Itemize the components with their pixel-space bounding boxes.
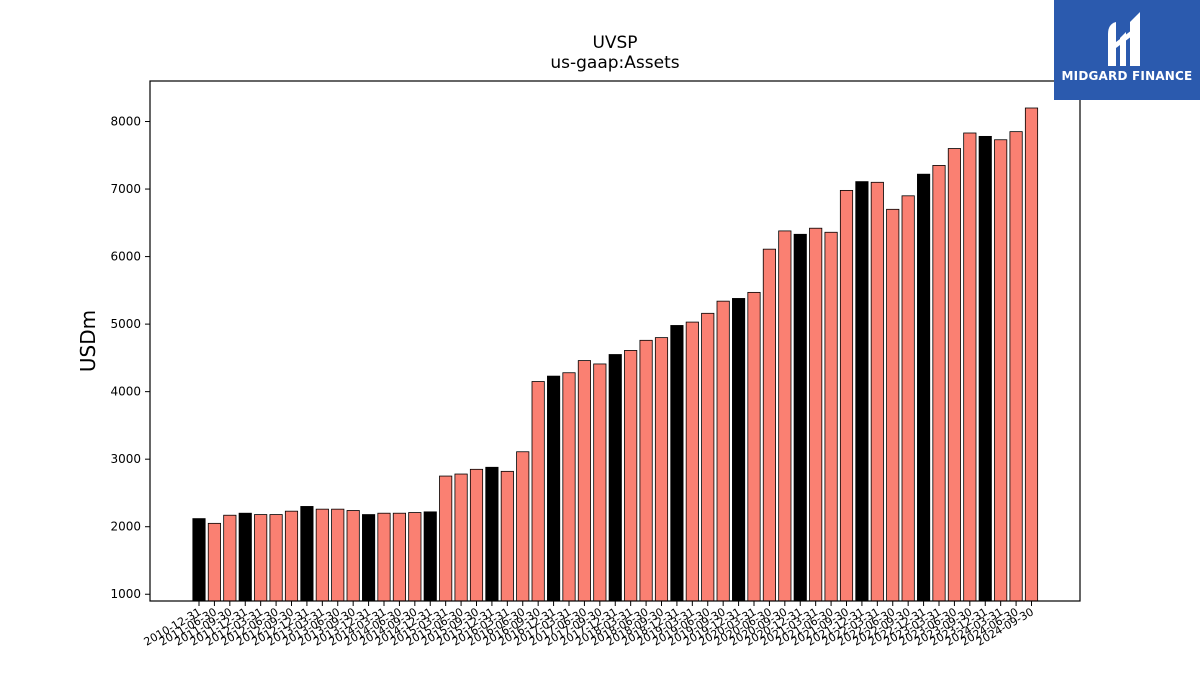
brand-name: MIDGARD FINANCE	[1061, 69, 1193, 83]
bar-2015-12-31	[485, 466, 499, 602]
bar-2022-09-30	[901, 195, 915, 602]
bar-2016-12-31	[547, 375, 561, 602]
bar-2010-12-31	[192, 518, 206, 602]
bar-2012-03-31	[254, 514, 268, 602]
plot-frame	[149, 80, 1081, 602]
chart-subtitle: us-gaap:Assets	[550, 53, 679, 73]
bar-2015-09-30	[469, 468, 484, 602]
y-tick-label: 8000	[110, 115, 141, 129]
bar-2016-06-30	[516, 451, 530, 602]
bar-2020-06-30	[762, 248, 776, 602]
brand-logo: MIDGARD FINANCE	[1054, 0, 1200, 100]
bar-2022-03-31	[870, 181, 884, 602]
bar-2017-06-30	[577, 360, 591, 602]
bar-2018-09-30	[654, 337, 669, 602]
bar-2023-06-30	[947, 148, 961, 602]
bar-2022-06-30	[886, 208, 900, 602]
y-axis-label: USDm	[76, 310, 100, 372]
bar-2020-12-31	[793, 233, 807, 602]
bar-2013-09-30	[346, 510, 360, 602]
bar-2017-12-31	[608, 354, 622, 602]
bar-2015-06-30	[454, 473, 468, 602]
bar-2015-03-31	[439, 475, 453, 602]
bar-2018-12-31	[670, 325, 684, 602]
bar-2017-09-30	[593, 363, 607, 602]
bar-2016-09-30	[531, 381, 545, 602]
y-axis-ticks: 1000 2000 3000 4000 5000 6000 7000 8000	[110, 115, 150, 601]
bar-2014-03-31	[377, 512, 391, 602]
y-tick-label: 5000	[110, 317, 141, 331]
y-tick-label: 3000	[110, 452, 141, 466]
bar-2020-09-30	[778, 230, 792, 602]
bar-2021-12-31	[855, 181, 869, 602]
bar-2013-12-31	[362, 514, 376, 602]
bar-2014-06-30	[392, 512, 406, 602]
bar-2018-06-30	[639, 339, 653, 602]
bar-2011-09-30	[223, 514, 237, 602]
bar-2021-06-30	[824, 231, 838, 602]
bar-2024-09-30	[1024, 107, 1039, 602]
bar-2022-12-31	[917, 173, 931, 602]
bar-2023-09-30	[963, 132, 977, 602]
bar-2012-06-30	[269, 514, 283, 602]
x-axis-ticks: 2010-12-312011-06-302011-09-302011-12-31…	[142, 601, 1036, 649]
bar-2012-12-31	[300, 506, 314, 602]
midgard-logo-icon	[1108, 12, 1140, 66]
bar-2023-03-31	[932, 165, 946, 602]
chart-title: UVSP	[592, 33, 637, 53]
bar-2013-03-31	[315, 508, 329, 602]
bars-group	[192, 107, 1039, 602]
bar-2024-03-31	[994, 139, 1008, 602]
bar-2019-09-30	[716, 300, 730, 602]
bar-2011-06-30	[207, 522, 221, 602]
bar-2020-03-31	[747, 291, 761, 602]
bar-2018-03-31	[624, 350, 638, 602]
y-tick-label: 4000	[110, 385, 141, 399]
bar-2016-03-31	[500, 470, 514, 602]
bar-2014-09-30	[408, 512, 422, 602]
y-tick-label: 1000	[110, 587, 141, 601]
bar-2019-03-31	[685, 321, 699, 602]
y-tick-label: 7000	[110, 182, 141, 196]
bar-2023-12-31	[978, 135, 992, 602]
bar-2021-09-30	[839, 189, 854, 602]
bar-2021-03-31	[809, 227, 823, 602]
bar-2014-12-31	[423, 511, 437, 602]
bar-2013-06-30	[331, 508, 345, 602]
bar-2012-09-30	[284, 510, 299, 602]
y-tick-label: 2000	[110, 520, 141, 534]
bar-2019-12-31	[732, 298, 746, 602]
bar-2019-06-30	[701, 312, 715, 602]
bar-2017-03-31	[562, 372, 576, 602]
y-tick-label: 6000	[110, 250, 141, 264]
bar-2011-12-31	[238, 512, 252, 602]
bar-2024-06-30	[1009, 131, 1023, 602]
